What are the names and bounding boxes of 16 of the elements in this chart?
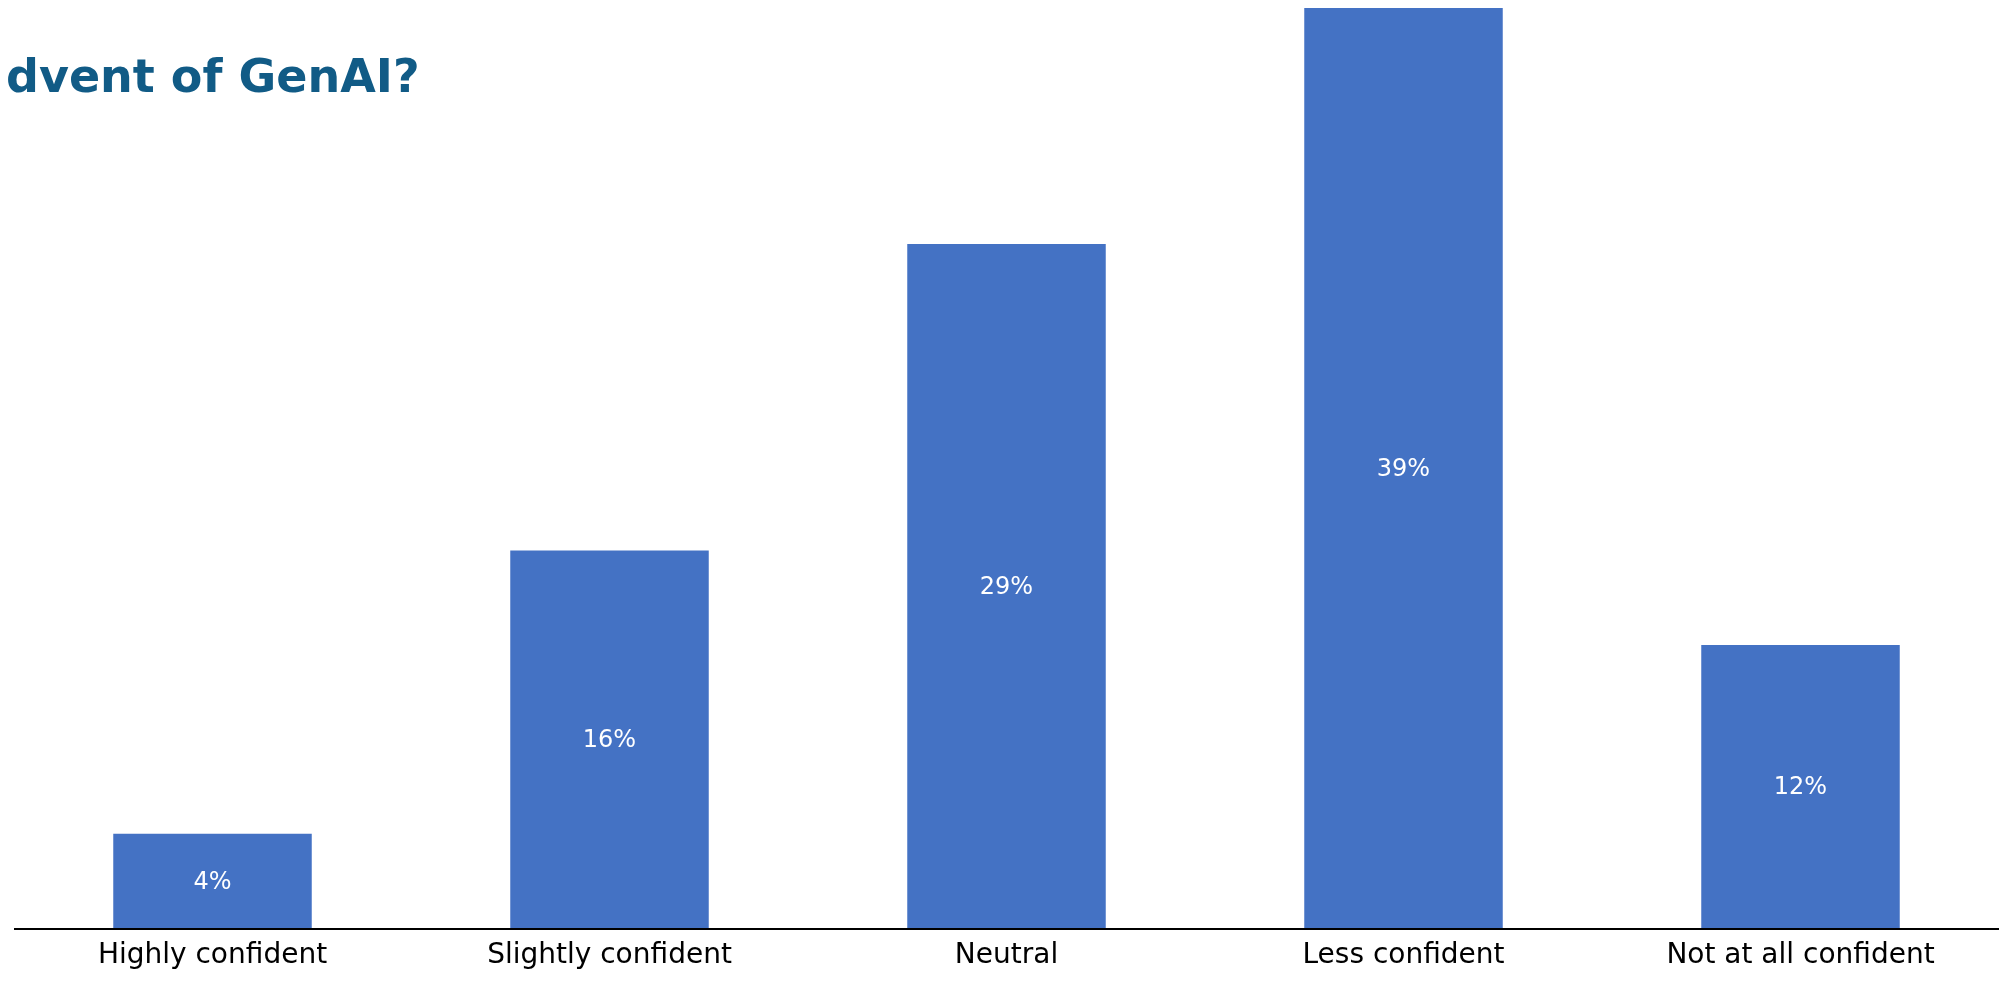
bar	[1304, 8, 1503, 928]
bar	[1701, 644, 1900, 928]
data-label: 4%	[193, 866, 232, 895]
data-label: 16%	[582, 725, 637, 754]
x-tick-label: Less confident	[1302, 937, 1505, 971]
x-tick-label: Slightly confident	[487, 937, 732, 971]
data-label: 12%	[1773, 772, 1828, 801]
text: dvent of GenAI?	[6, 48, 420, 103]
data-label: 39%	[1376, 454, 1431, 482]
data-label: 29%	[979, 571, 1034, 600]
bar	[907, 243, 1106, 928]
x-tick-label: Not at all confident	[1666, 937, 1935, 971]
bar	[113, 833, 312, 928]
x-tick-label: Highly confident	[97, 937, 328, 971]
x-tick-label: Neutral	[954, 937, 1059, 971]
bar	[510, 550, 709, 928]
